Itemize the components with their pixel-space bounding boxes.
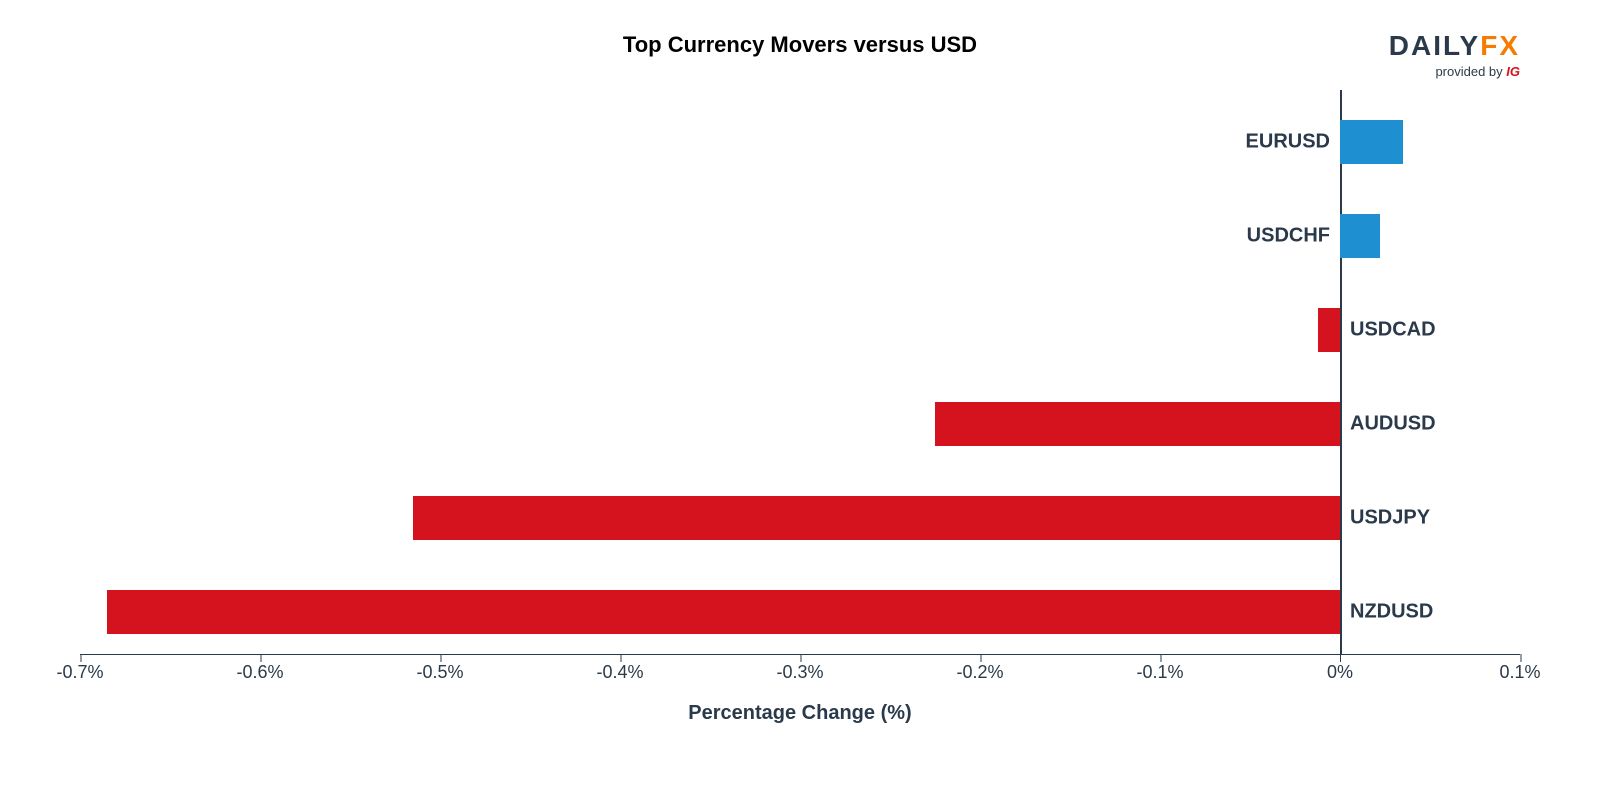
- bar-row: USDJPY: [80, 496, 1520, 540]
- bar-row: AUDUSD: [80, 402, 1520, 446]
- logo-text-b: FX: [1480, 30, 1520, 61]
- bar-row: NZDUSD: [80, 590, 1520, 634]
- bar-label: EURUSD: [1246, 131, 1330, 154]
- brand-logo: DAILYFX provided by IG: [1389, 30, 1520, 79]
- bar: [1340, 120, 1403, 164]
- bar-label: USDCHF: [1247, 225, 1330, 248]
- x-tick: -0.5%: [416, 662, 463, 683]
- x-tick: -0.6%: [236, 662, 283, 683]
- plot-area: EURUSD USDCHF USDCAD AUDUSD USDJPY NZDUSD: [80, 90, 1520, 690]
- x-tick: -0.1%: [1136, 662, 1183, 683]
- x-tick: 0.1%: [1499, 662, 1540, 683]
- x-tick: 0%: [1327, 662, 1353, 683]
- chart-container: Top Currency Movers versus USD DAILYFX p…: [50, 20, 1550, 780]
- x-tick: -0.2%: [956, 662, 1003, 683]
- bar: [1318, 308, 1340, 352]
- bar-label: USDJPY: [1350, 507, 1430, 530]
- bar: [107, 590, 1340, 634]
- chart-title: Top Currency Movers versus USD: [50, 32, 1550, 58]
- zero-axis-line: [1340, 90, 1342, 654]
- logo-sub-prefix: provided by: [1435, 64, 1506, 79]
- bar-label: AUDUSD: [1350, 413, 1436, 436]
- bar-label: NZDUSD: [1350, 601, 1433, 624]
- bar-label: USDCAD: [1350, 319, 1436, 342]
- logo-subtitle: provided by IG: [1389, 64, 1520, 79]
- x-tick: -0.7%: [56, 662, 103, 683]
- logo-sub-brand: IG: [1506, 64, 1520, 79]
- x-tick: -0.4%: [596, 662, 643, 683]
- logo-text-a: DAILY: [1389, 30, 1480, 61]
- bar: [935, 402, 1340, 446]
- x-axis-label: Percentage Change (%): [50, 702, 1550, 725]
- bar-row: USDCAD: [80, 308, 1520, 352]
- bar: [413, 496, 1340, 540]
- bar-row: EURUSD: [80, 120, 1520, 164]
- logo-main: DAILYFX: [1389, 30, 1520, 62]
- x-tick: -0.3%: [776, 662, 823, 683]
- bar-row: USDCHF: [80, 214, 1520, 258]
- bar: [1340, 214, 1380, 258]
